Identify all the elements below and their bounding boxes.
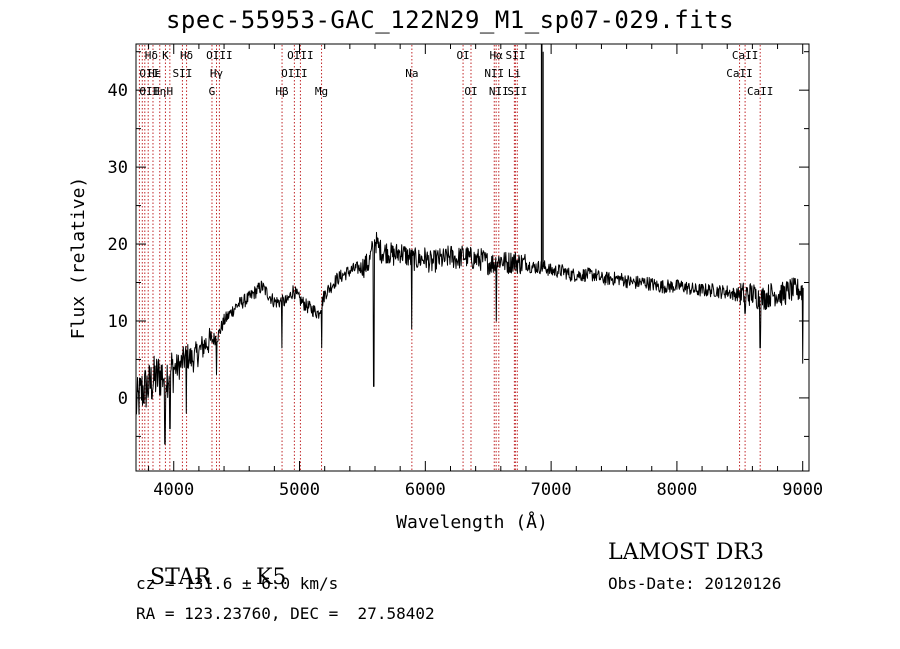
line-label: SII <box>505 49 525 62</box>
line-label: OIII <box>206 49 233 62</box>
line-label: Hε <box>148 67 161 80</box>
line-label: Mg <box>315 85 328 98</box>
object-subclass: K5 <box>242 540 286 590</box>
y-axis-label: Flux (relative) <box>68 177 89 340</box>
line-label: NII <box>484 67 504 80</box>
line-label: OIII <box>287 49 314 62</box>
subclass-value: K5 <box>256 565 287 590</box>
line-label: Hδ <box>180 49 193 62</box>
line-label: Hδ <box>145 49 158 62</box>
line-label: Hγ <box>210 67 224 80</box>
coordinates-text: RA = 123.23760, DEC = 27.58402 <box>136 604 435 623</box>
x-tick-label: 5000 <box>279 480 320 500</box>
object-class: STAR <box>136 540 211 590</box>
spectrum-series <box>135 44 804 445</box>
x-tick-label: 9000 <box>782 480 823 500</box>
line-label: SII <box>172 67 192 80</box>
x-tick-label: 8000 <box>656 480 697 500</box>
line-label: CaII <box>747 85 774 98</box>
line-label: Li <box>508 67 521 80</box>
obs-date-text: Obs-Date: 20120126 <box>608 574 782 593</box>
survey-name: LAMOST DR3 <box>608 540 764 565</box>
class-value: STAR <box>150 565 211 590</box>
line-label: SII <box>507 85 527 98</box>
line-label: Hβ <box>275 85 289 98</box>
line-label: OI <box>456 49 469 62</box>
redshift-text: cz = 131.6 ± 6.0 km/s <box>136 574 339 593</box>
line-label: Na <box>405 67 418 80</box>
y-tick-label: 30 <box>108 158 128 178</box>
y-tick-label: 20 <box>108 235 128 255</box>
y-tick-label: 40 <box>108 81 128 101</box>
chart-title: spec-55953-GAC_122N29_M1_sp07-029.fits <box>165 6 735 34</box>
line-label: OI <box>464 85 477 98</box>
plot-frame <box>135 43 810 472</box>
line-label: NII <box>489 85 509 98</box>
line-label: OIII <box>281 67 308 80</box>
line-label: H <box>167 85 174 98</box>
x-tick-label: 6000 <box>405 480 446 500</box>
y-tick-label: 0 <box>118 389 128 409</box>
y-tick-label: 10 <box>108 312 128 332</box>
x-tick-label: 7000 <box>531 480 572 500</box>
line-label: CaII <box>726 67 753 80</box>
line-label: Hη <box>153 85 166 98</box>
axes: 4000 5000 6000 7000 8000 9000 0 10 20 30 40 <box>108 44 823 500</box>
spectrum-line <box>135 231 804 445</box>
line-label: OII <box>139 85 159 98</box>
line-label: CaII <box>732 49 759 62</box>
line-label: Hα <box>490 49 504 62</box>
line-label: G <box>209 85 216 98</box>
line-markers <box>138 45 761 470</box>
line-label: OII <box>139 67 159 80</box>
x-tick-label: 4000 <box>153 480 194 500</box>
x-axis-label: Wavelength (Å) <box>396 511 548 533</box>
line-label: K <box>162 49 169 62</box>
